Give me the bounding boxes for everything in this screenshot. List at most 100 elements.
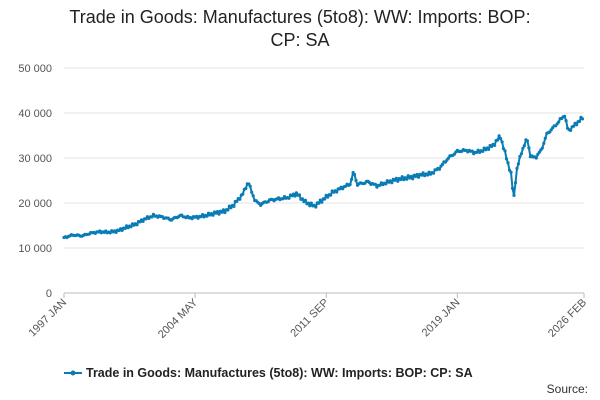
data-point[interactable] <box>512 193 516 197</box>
data-point[interactable] <box>248 184 252 188</box>
data-point[interactable] <box>557 120 561 124</box>
data-point[interactable] <box>241 192 245 196</box>
data-point[interactable] <box>303 198 307 202</box>
data-point[interactable] <box>232 204 236 208</box>
data-point[interactable] <box>421 171 425 175</box>
data-point[interactable] <box>150 215 154 219</box>
data-point[interactable] <box>348 182 352 187</box>
data-point[interactable] <box>129 225 133 229</box>
data-point[interactable] <box>521 146 525 150</box>
data-point[interactable] <box>217 212 221 216</box>
data-point[interactable] <box>446 156 450 160</box>
data-point[interactable] <box>580 117 585 121</box>
data-point[interactable] <box>415 172 419 177</box>
data-point[interactable] <box>220 210 224 214</box>
data-point[interactable] <box>297 193 301 197</box>
data-point[interactable] <box>503 149 507 153</box>
data-point[interactable] <box>431 171 436 175</box>
data-point[interactable] <box>352 172 357 177</box>
data-point[interactable] <box>542 141 546 145</box>
data-point[interactable] <box>509 170 513 174</box>
data-point[interactable] <box>396 179 400 183</box>
data-point[interactable] <box>320 200 324 204</box>
data-point[interactable] <box>400 175 404 179</box>
legend[interactable]: Trade in Goods: Manufactures (5to8): WW:… <box>64 366 473 380</box>
data-point[interactable] <box>487 147 491 151</box>
data-point[interactable] <box>373 182 377 186</box>
data-point[interactable] <box>294 191 298 195</box>
data-point[interactable] <box>522 144 527 148</box>
data-point[interactable] <box>496 138 500 142</box>
data-point[interactable] <box>293 194 297 198</box>
data-point[interactable] <box>335 190 339 194</box>
data-point[interactable] <box>390 181 394 185</box>
data-point[interactable] <box>141 219 145 223</box>
data-point[interactable] <box>440 162 445 166</box>
data-point[interactable] <box>394 176 398 180</box>
data-point[interactable] <box>518 154 522 159</box>
data-point[interactable] <box>308 204 312 208</box>
data-point[interactable] <box>309 201 313 205</box>
data-point[interactable] <box>437 167 442 171</box>
data-point[interactable] <box>123 226 127 230</box>
data-point[interactable] <box>378 183 382 187</box>
data-point[interactable] <box>354 178 358 183</box>
data-point[interactable] <box>525 139 530 143</box>
data-point[interactable] <box>516 162 521 166</box>
data-point[interactable] <box>306 201 310 205</box>
data-point[interactable] <box>519 152 524 156</box>
data-point[interactable] <box>493 143 497 147</box>
data-point[interactable] <box>426 173 430 177</box>
data-point[interactable] <box>251 194 255 198</box>
data-point[interactable] <box>211 213 215 217</box>
data-point[interactable] <box>563 114 567 118</box>
data-point[interactable] <box>515 166 519 170</box>
data-point[interactable] <box>120 228 124 232</box>
data-point[interactable] <box>481 149 485 153</box>
data-point[interactable] <box>235 199 239 203</box>
data-point[interactable] <box>409 174 413 179</box>
data-point[interactable] <box>575 123 579 127</box>
data-point[interactable] <box>287 196 291 200</box>
data-point[interactable] <box>405 177 409 181</box>
data-point[interactable] <box>223 210 227 215</box>
data-point[interactable] <box>506 161 510 165</box>
data-point[interactable] <box>406 174 410 178</box>
data-point[interactable] <box>384 182 388 186</box>
data-point[interactable] <box>540 146 544 150</box>
data-point[interactable] <box>250 190 254 194</box>
data-point[interactable] <box>569 128 573 132</box>
data-point[interactable] <box>221 208 225 212</box>
data-point[interactable] <box>510 186 515 190</box>
data-point[interactable] <box>500 140 504 144</box>
data-point[interactable] <box>326 195 330 199</box>
data-point[interactable] <box>417 175 421 179</box>
data-point[interactable] <box>323 197 327 201</box>
data-point[interactable] <box>205 214 209 218</box>
data-point[interactable] <box>329 193 333 197</box>
data-point[interactable] <box>577 119 582 123</box>
data-point[interactable] <box>244 186 248 191</box>
data-point[interactable] <box>572 124 576 128</box>
data-point[interactable] <box>411 177 415 181</box>
data-point[interactable] <box>317 201 321 205</box>
data-point[interactable] <box>470 149 474 153</box>
data-point[interactable] <box>238 197 242 201</box>
data-point[interactable] <box>215 210 220 214</box>
data-point[interactable] <box>420 173 424 177</box>
data-point[interactable] <box>399 177 403 182</box>
data-point[interactable] <box>513 181 518 185</box>
data-point[interactable] <box>534 156 538 160</box>
data-point[interactable] <box>226 208 230 212</box>
data-point[interactable] <box>497 134 501 138</box>
data-point[interactable] <box>135 223 139 227</box>
data-point[interactable] <box>499 137 503 141</box>
data-point[interactable] <box>300 197 304 201</box>
data-point[interactable] <box>314 205 318 209</box>
data-point[interactable] <box>350 177 354 181</box>
data-point[interactable] <box>564 119 568 123</box>
data-point[interactable] <box>527 146 531 150</box>
data-point[interactable] <box>537 150 541 154</box>
data-point[interactable] <box>504 157 509 161</box>
data-point[interactable] <box>201 213 205 217</box>
